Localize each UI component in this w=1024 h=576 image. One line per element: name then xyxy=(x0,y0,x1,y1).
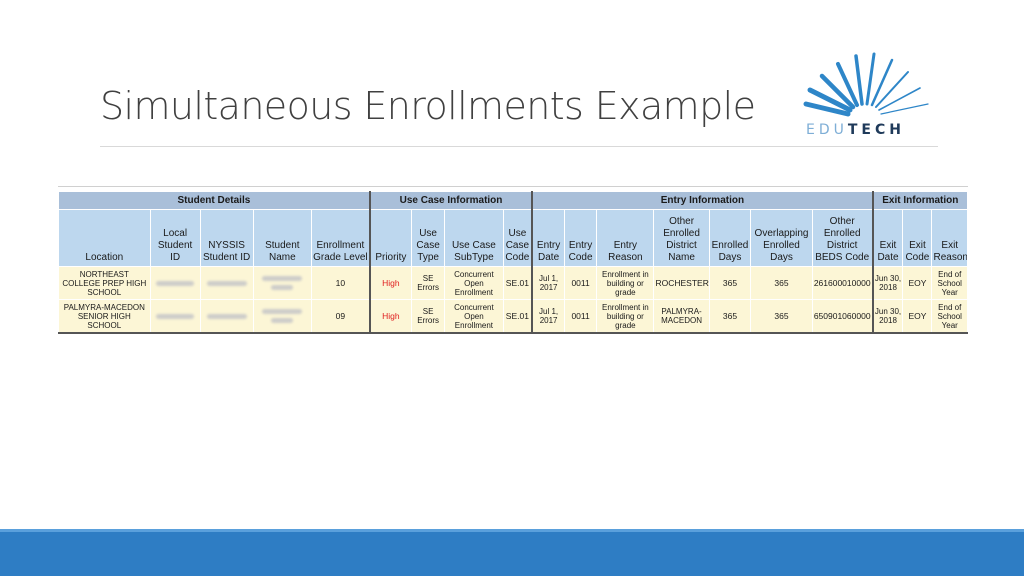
cell-exit-date: Jun 30, 2018 xyxy=(871,266,904,300)
cell-entry-reason: Enrollment in building or grade xyxy=(596,299,655,334)
enrollments-table: Student Details Use Case Information Ent… xyxy=(57,191,968,334)
cell-location: PALMYRA-MACEDON SENIOR HIGH SCHOOL xyxy=(58,299,151,334)
group-student-details: Student Details xyxy=(57,191,371,210)
table-top-line xyxy=(58,186,968,187)
col-student-name: Student Name xyxy=(252,209,312,267)
cell-subtype: Concurrent Open Enrollment xyxy=(444,299,504,334)
cell-location: NORTHEAST COLLEGE PREP HIGH SCHOOL xyxy=(58,266,151,300)
cell-enrolled-days: 365 xyxy=(708,266,752,300)
col-enrollment-grade-level: Enrollment Grade Level xyxy=(310,209,371,267)
col-nyssis-student-id: NYSSIS Student ID xyxy=(199,209,254,267)
cell-beds: 650901060000 xyxy=(811,299,874,334)
cell-nyssis-id-redacted xyxy=(199,266,254,300)
logo-tech: TECH xyxy=(847,122,905,138)
col-entry-date: Entry Date xyxy=(531,209,565,267)
cell-nyssis-id-redacted xyxy=(199,299,254,334)
cell-exit-reason: End of School Year xyxy=(931,299,968,334)
col-exit-code: Exit Code xyxy=(902,209,933,267)
cell-student-name-redacted xyxy=(252,299,312,334)
table-row: NORTHEAST COLLEGE PREP HIGH SCHOOL 10 Hi… xyxy=(58,266,968,300)
cell-entry-date: Jul 1, 2017 xyxy=(531,266,565,300)
col-use-case-subtype: Use Case SubType xyxy=(444,209,504,267)
footer-accent-line xyxy=(0,529,1024,532)
cell-overlap-days: 365 xyxy=(750,299,813,334)
cell-priority: High xyxy=(368,299,412,334)
cell-type: SE Errors xyxy=(410,299,446,334)
cell-exit-code: EOY xyxy=(902,299,933,334)
group-exit-information: Exit Information xyxy=(871,191,968,210)
cell-district: ROCHESTER xyxy=(653,266,710,300)
cell-enrolled-days: 365 xyxy=(708,299,752,334)
col-enrolled-days: Enrolled Days xyxy=(708,209,752,267)
title-divider xyxy=(100,146,938,147)
col-use-case-type: Use Case Type xyxy=(410,209,446,267)
col-entry-reason: Entry Reason xyxy=(596,209,655,267)
table-row: PALMYRA-MACEDON SENIOR HIGH SCHOOL 09 Hi… xyxy=(58,299,968,334)
cell-student-name-redacted xyxy=(252,266,312,300)
col-other-district-name: Other Enrolled District Name xyxy=(653,209,710,267)
cell-grade: 10 xyxy=(310,266,371,300)
cell-exit-date: Jun 30, 2018 xyxy=(871,299,904,334)
cell-exit-code: EOY xyxy=(902,266,933,300)
col-priority: Priority xyxy=(368,209,412,267)
col-exit-reason: Exit Reason xyxy=(931,209,968,267)
col-other-district-beds: Other Enrolled District BEDS Code xyxy=(811,209,874,267)
cell-code: SE.01 xyxy=(502,266,533,300)
col-use-case-code: Use Case Code xyxy=(502,209,533,267)
edutech-logo-icon xyxy=(803,52,929,117)
cell-entry-code: 0011 xyxy=(563,266,598,300)
logo-wordmark: EDUTECH xyxy=(806,122,905,138)
col-local-student-id: Local Student ID xyxy=(149,209,201,267)
col-exit-date: Exit Date xyxy=(871,209,904,267)
slide-title: Simultaneous Enrollments Example xyxy=(100,84,756,128)
cell-local-id-redacted xyxy=(149,266,201,300)
col-entry-code: Entry Code xyxy=(563,209,598,267)
cell-beds: 261600010000 xyxy=(811,266,874,300)
cell-type: SE Errors xyxy=(410,266,446,300)
cell-local-id-redacted xyxy=(149,299,201,334)
col-location: Location xyxy=(58,209,151,267)
cell-code: SE.01 xyxy=(502,299,533,334)
cell-subtype: Concurrent Open Enrollment xyxy=(444,266,504,300)
cell-grade: 09 xyxy=(310,299,371,334)
footer-bar xyxy=(0,532,1024,576)
cell-district: PALMYRA-MACEDON xyxy=(653,299,710,334)
cell-overlap-days: 365 xyxy=(750,266,813,300)
col-overlapping-days: Overlapping Enrolled Days xyxy=(750,209,813,267)
cell-entry-code: 0011 xyxy=(563,299,598,334)
cell-priority: High xyxy=(368,266,412,300)
group-entry-information: Entry Information xyxy=(531,191,874,210)
group-use-case-information: Use Case Information xyxy=(368,191,533,210)
cell-entry-date: Jul 1, 2017 xyxy=(531,299,565,334)
logo-edu: EDU xyxy=(806,122,848,138)
cell-exit-reason: End of School Year xyxy=(931,266,968,300)
cell-entry-reason: Enrollment in building or grade xyxy=(596,266,655,300)
